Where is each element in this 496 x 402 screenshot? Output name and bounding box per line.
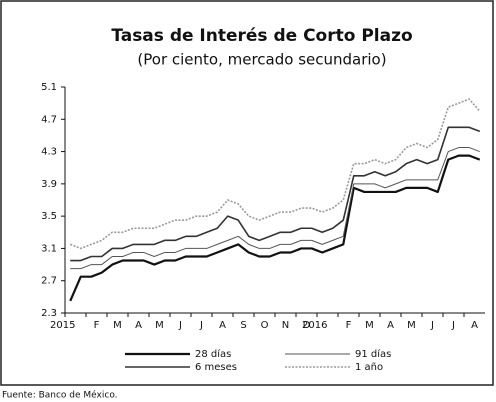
series-line <box>70 126 481 262</box>
source-note: Fuente: Banco de México. <box>2 390 118 401</box>
x-tick-label: A <box>471 320 478 331</box>
x-tick-label: J <box>451 320 455 331</box>
x-tick-label: M <box>155 320 164 331</box>
x-tick-label: A <box>387 320 394 331</box>
series-line <box>70 147 480 270</box>
x-tick-label: J <box>199 320 203 331</box>
x-tick-label: A <box>219 320 226 331</box>
x-tick-label: 2015 <box>50 320 75 331</box>
x-tick-label: M <box>407 320 416 331</box>
x-tick-label: 2016 <box>302 320 327 331</box>
x-tick-label: J <box>430 320 434 331</box>
series-line <box>69 98 481 250</box>
x-tick-label: F <box>94 320 100 331</box>
legend-label: 1 año <box>355 362 383 373</box>
legend-label: 91 días <box>355 348 391 360</box>
x-tick-label: S <box>240 320 246 331</box>
legend-label: 6 meses <box>195 362 237 373</box>
x-tick-label: N <box>282 320 289 331</box>
y-tick-label: 3.9 <box>41 179 57 190</box>
y-tick-label: 3.1 <box>41 243 57 254</box>
y-tick-label: 4.3 <box>41 147 57 158</box>
x-tick-label: D <box>303 320 311 331</box>
x-tick-label: J <box>178 320 182 331</box>
y-tick-label: 4.7 <box>41 114 57 125</box>
y-tick-label: 3.5 <box>41 211 57 222</box>
chart-subtitle: (Por ciento, mercado secundario) <box>137 51 386 69</box>
y-tick-label: 5.1 <box>41 82 57 93</box>
x-tick-label: M <box>365 320 374 331</box>
legend-label: 28 días <box>195 348 231 360</box>
frame <box>0 0 494 386</box>
y-tick-label: 2.3 <box>41 308 57 319</box>
y-tick-label: 2.7 <box>41 276 57 287</box>
x-tick-label: M <box>113 320 122 331</box>
x-tick-label: F <box>346 320 352 331</box>
x-tick-label: A <box>135 320 142 331</box>
chart-title: Tasas de Interés de Corto Plazo <box>111 26 412 46</box>
series-line <box>69 154 481 302</box>
x-tick-label: O <box>261 320 269 331</box>
